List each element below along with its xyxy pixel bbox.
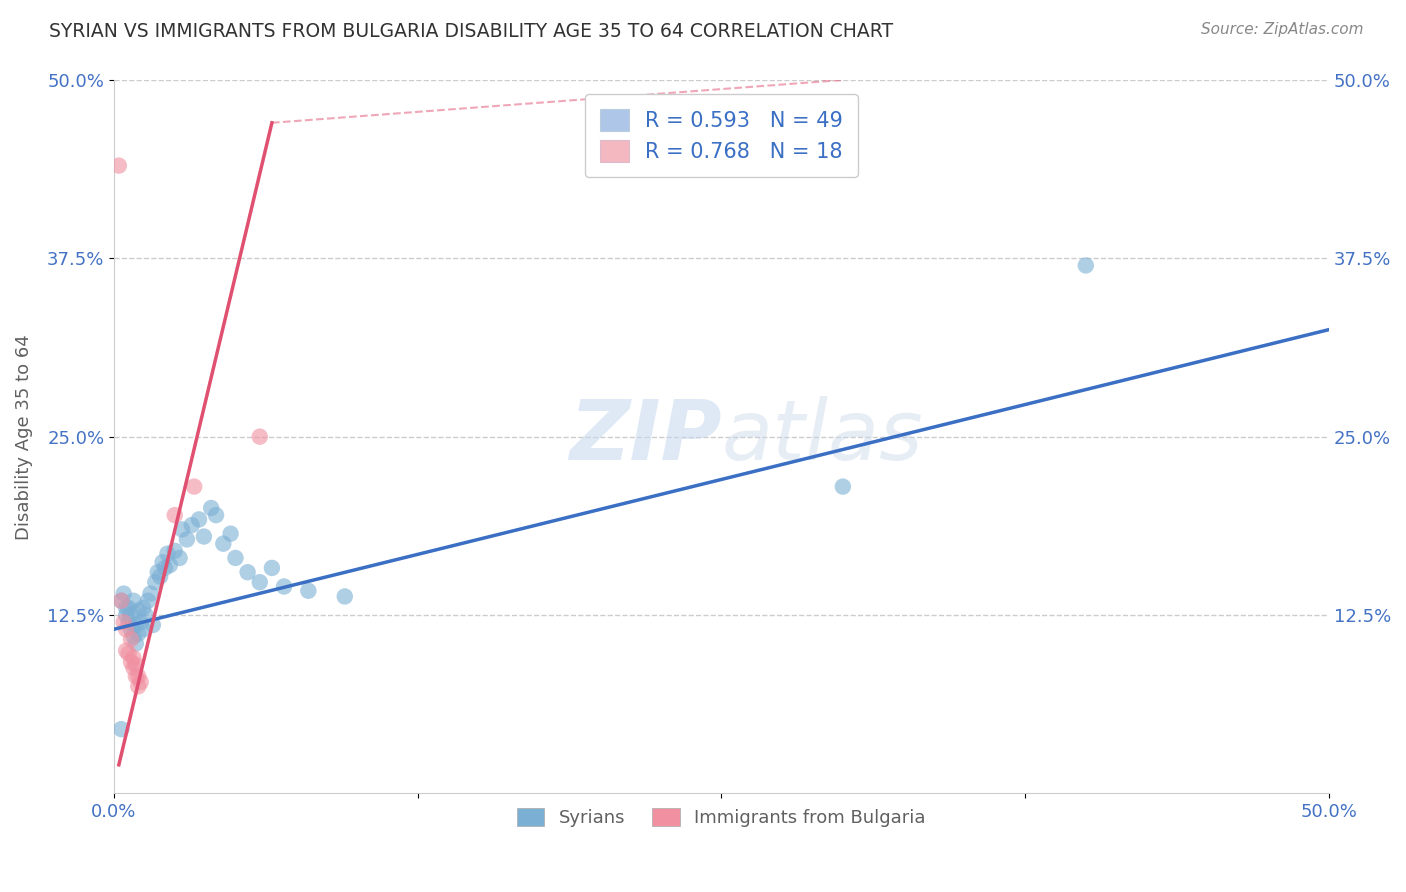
Point [224,550,246,565]
Point [249,430,271,444]
Point [120,632,142,647]
Point [193,529,215,543]
Point [108,159,131,173]
Point [129,675,152,690]
Point [115,607,138,622]
Point [112,586,135,600]
Point [120,655,142,669]
Text: atlas: atlas [721,396,922,477]
Point [152,555,174,569]
Point [115,622,138,636]
Point [183,480,205,494]
Point [122,661,145,675]
Point [115,643,138,657]
Text: SYRIAN VS IMMIGRANTS FROM BULGARIA DISABILITY AGE 35 TO 64 CORRELATION CHART: SYRIAN VS IMMIGRANTS FROM BULGARIA DISAB… [49,22,893,41]
Point [125,669,148,683]
Point [297,583,319,598]
Point [142,618,165,632]
Point [122,650,145,665]
Point [146,565,169,579]
Point [219,526,242,541]
Point [125,618,148,632]
Point [156,547,179,561]
Point [125,636,148,650]
Point [180,518,202,533]
Point [212,536,235,550]
Point [153,561,176,575]
Point [249,575,271,590]
Point [1074,259,1097,273]
Point [117,600,139,615]
Point [127,669,149,683]
Text: Source: ZipAtlas.com: Source: ZipAtlas.com [1201,22,1364,37]
Point [169,550,191,565]
Point [139,586,162,600]
Point [127,626,149,640]
Point [159,558,181,572]
Point [831,480,853,494]
Point [163,543,186,558]
Point [149,569,172,583]
Point [110,722,132,736]
Point [200,501,222,516]
Point [127,679,149,693]
Point [110,593,132,607]
Point [163,508,186,523]
Point [127,604,149,618]
Point [120,622,142,636]
Point [117,615,139,629]
Point [117,647,139,661]
Legend: Syrians, Immigrants from Bulgaria: Syrians, Immigrants from Bulgaria [510,800,932,834]
Point [188,512,211,526]
Point [170,523,193,537]
Text: ZIP: ZIP [569,396,721,477]
Point [143,575,166,590]
Point [205,508,228,523]
Point [115,600,138,615]
Point [236,565,259,579]
Point [110,593,132,607]
Point [176,533,198,547]
Point [132,622,155,636]
Point [136,593,159,607]
Point [112,615,135,629]
Point [135,607,157,622]
Point [273,579,295,593]
Y-axis label: Disability Age 35 to 64: Disability Age 35 to 64 [15,334,32,540]
Point [132,600,155,615]
Point [125,657,148,672]
Point [122,629,145,643]
Point [333,590,356,604]
Point [260,561,283,575]
Point [120,607,142,622]
Point [122,593,145,607]
Point [129,615,152,629]
